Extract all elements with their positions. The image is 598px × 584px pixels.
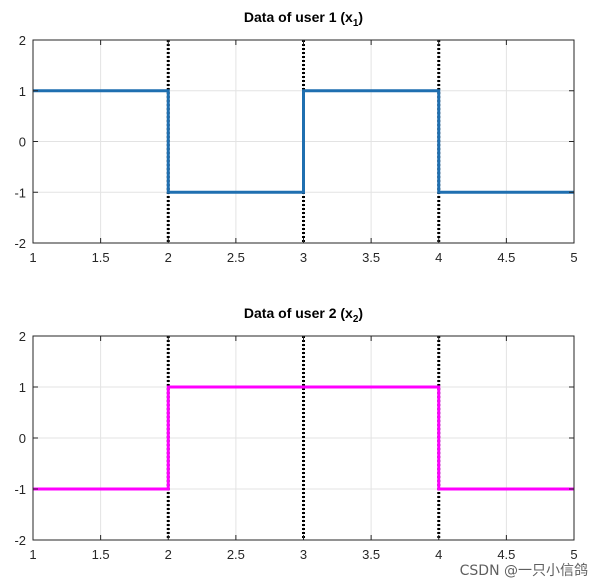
x-tick-label: 4 [435, 250, 442, 265]
x-tick-label: 2 [165, 547, 172, 562]
series-line [33, 385, 574, 491]
chart-title: Data of user 1 (x1) [244, 9, 363, 29]
watermark: CSDN @一只小信鸽 [459, 563, 588, 579]
subplot-user-2: 1 1.5 2 2.5 3 3.5 4 4.5 5 2 1 0 -1 -2 Data of user 2 (… [14, 305, 577, 562]
chart-title: Data of user 2 (x2) [244, 305, 363, 325]
y-tick-label: 2 [19, 329, 26, 344]
y-tick-label: -2 [14, 236, 26, 251]
y-tick-label: -1 [14, 482, 26, 497]
x-tick-label: 3 [300, 547, 307, 562]
x-tick-label: 2.5 [227, 250, 245, 265]
y-tick-label: 0 [19, 135, 26, 150]
y-tick-label: 0 [19, 431, 26, 446]
y-tick-label: -2 [14, 533, 26, 548]
x-tick-label: 1 [29, 547, 36, 562]
x-tick-label: 4 [435, 547, 442, 562]
x-tick-label: 1 [29, 250, 36, 265]
x-tick-label: 3 [300, 250, 307, 265]
series-line [33, 89, 574, 194]
subplot-user-1: 1 1.5 2 2.5 3 3.5 4 4.5 5 2 1 0 -1 -2 Data of user 1 (… [14, 9, 577, 265]
x-tick-label: 1.5 [92, 547, 110, 562]
x-tick-label: 2.5 [227, 547, 245, 562]
y-tick-label: 1 [19, 380, 26, 395]
y-tick-label: -1 [14, 185, 26, 200]
x-tick-label: 5 [570, 547, 577, 562]
x-tick-label: 2 [165, 250, 172, 265]
x-tick-label: 1.5 [92, 250, 110, 265]
x-tick-label: 3.5 [362, 547, 380, 562]
y-tick-label: 2 [19, 33, 26, 48]
x-tick-label: 4.5 [497, 250, 515, 265]
y-tick-label: 1 [19, 84, 26, 99]
x-tick-label: 5 [570, 250, 577, 265]
x-tick-label: 3.5 [362, 250, 380, 265]
x-tick-label: 4.5 [497, 547, 515, 562]
